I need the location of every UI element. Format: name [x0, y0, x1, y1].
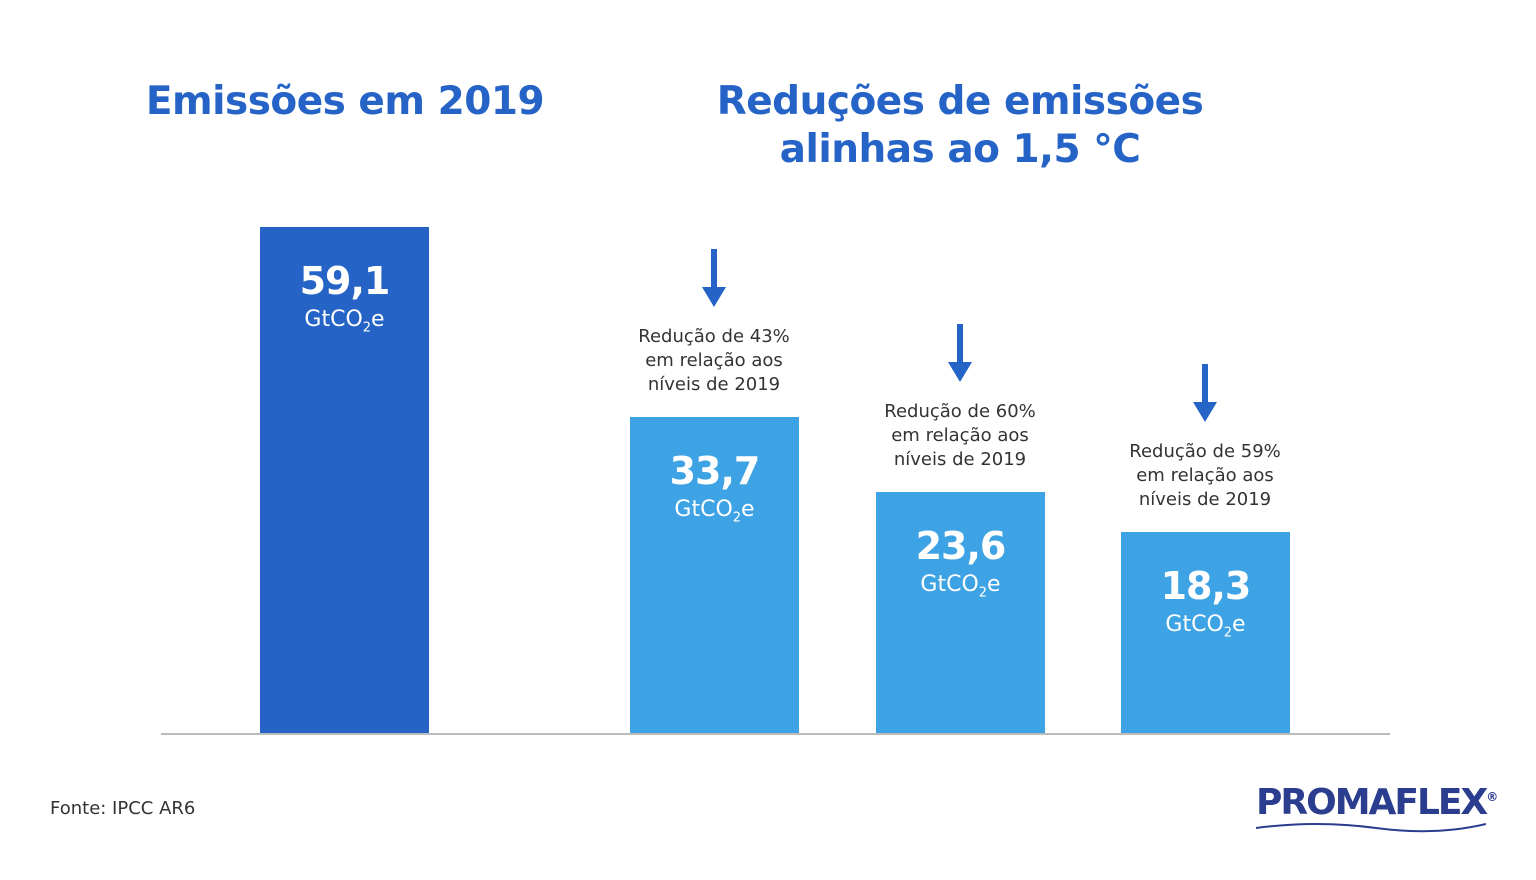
- bar-value-label: 23,6: [915, 524, 1007, 569]
- bar-value-label: 33,7: [669, 448, 761, 493]
- bar-3: 18,3 GtCO2e: [1121, 532, 1290, 733]
- bar-unit-label: GtCO2e: [674, 496, 755, 526]
- logo-wave: [1256, 823, 1486, 833]
- promaflex-logo: PROMAFLEX®: [1256, 782, 1499, 823]
- reduction-annotation: Redução de 43% em relação aos níveis de 20…: [638, 325, 790, 395]
- bar-value-label: 18,3: [1160, 564, 1252, 609]
- reduction-annotation: Redução de 59% em relação aos níveis de 20…: [1129, 441, 1281, 511]
- arrow-down-icon: [1193, 364, 1217, 423]
- arrow-down-icon: [702, 248, 726, 307]
- source-note: Fonte: IPCC AR6: [50, 798, 196, 819]
- bar-unit-label: GtCO2e: [920, 572, 1001, 601]
- x-axis-line: [161, 733, 1390, 735]
- title-reductions: Reduções de emissões alinhas ao 1,5 °C: [716, 79, 1204, 172]
- bar-1: 33,7 GtCO2e: [630, 416, 799, 733]
- bar-value-label: 59,1: [299, 258, 391, 303]
- title-emissions-2019: Emissões em 2019: [145, 79, 545, 124]
- bar-2: 23,6 GtCO2e: [876, 492, 1045, 733]
- arrow-down-icon: [948, 324, 972, 383]
- bar-unit-label: GtCO2e: [304, 306, 385, 336]
- bar-unit-label: GtCO2e: [1165, 612, 1246, 641]
- reduction-annotation: Redução de 60% em relação aos níveis de 20…: [884, 401, 1036, 471]
- bar-0: 59,1 GtCO2e: [260, 226, 429, 733]
